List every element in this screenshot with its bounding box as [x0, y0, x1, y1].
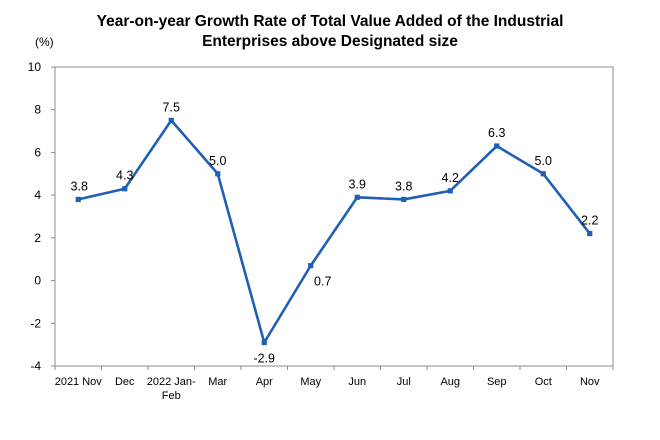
x-tick-label: 2021 Nov [55, 376, 103, 388]
y-tick-label: -2 [30, 316, 41, 330]
data-point [494, 143, 500, 149]
data-label: 4.3 [116, 169, 133, 183]
data-point [75, 196, 81, 203]
x-tick-label: Jul [397, 376, 411, 388]
chart-title: Year-on-year Growth Rate of Total Value … [0, 12, 660, 52]
x-tick-label: Sep [487, 376, 507, 388]
data-label: 6.3 [488, 126, 505, 140]
data-point [215, 171, 221, 177]
x-tick-label: Jun [348, 376, 366, 388]
plot-area-frame [54, 66, 614, 367]
y-tick-label: 8 [34, 103, 41, 117]
data-label: 5.0 [209, 154, 226, 168]
y-tick-label: 2 [34, 231, 41, 245]
data-label: 0.7 [314, 275, 331, 289]
x-tick-label: Apr [256, 376, 273, 388]
x-tick-label: 2022 Jan-Feb [147, 376, 196, 402]
chart-title-line-1: Year-on-year Growth Rate of Total Value … [96, 13, 564, 30]
data-label: 4.2 [442, 171, 459, 185]
x-tick-label: Aug [440, 376, 460, 388]
data-label: 7.5 [163, 100, 180, 114]
x-tick-label: Oct [535, 376, 552, 388]
data-point [401, 196, 407, 203]
data-label: 3.8 [395, 179, 412, 193]
data-point [447, 188, 453, 194]
data-label: -2.9 [253, 352, 275, 366]
data-label: 3.8 [71, 179, 88, 193]
x-tick-label: Mar [208, 376, 227, 388]
data-point [122, 186, 128, 192]
y-tick-label: 4 [34, 188, 41, 202]
x-tick-label: May [300, 376, 321, 388]
y-tick-label: 0 [34, 274, 41, 288]
y-tick-label: -4 [30, 359, 41, 373]
data-point [354, 194, 360, 200]
x-tick-label: Dec [115, 376, 135, 388]
data-label: 5.0 [535, 154, 552, 168]
data-point [540, 171, 546, 177]
chart-title-line-2: Enterprises above Designated size [202, 33, 458, 50]
data-label: 3.9 [349, 177, 366, 191]
y-axis-unit: (%) [35, 35, 54, 49]
y-tick-label: 10 [28, 60, 42, 74]
series-line [77, 119, 591, 344]
data-point [308, 263, 314, 269]
y-tick-label: 6 [34, 145, 41, 159]
data-label: 2.2 [581, 214, 598, 228]
data-point [587, 230, 593, 237]
data-point [261, 339, 267, 346]
x-tick-label: Nov [580, 376, 600, 388]
data-point [168, 117, 174, 123]
